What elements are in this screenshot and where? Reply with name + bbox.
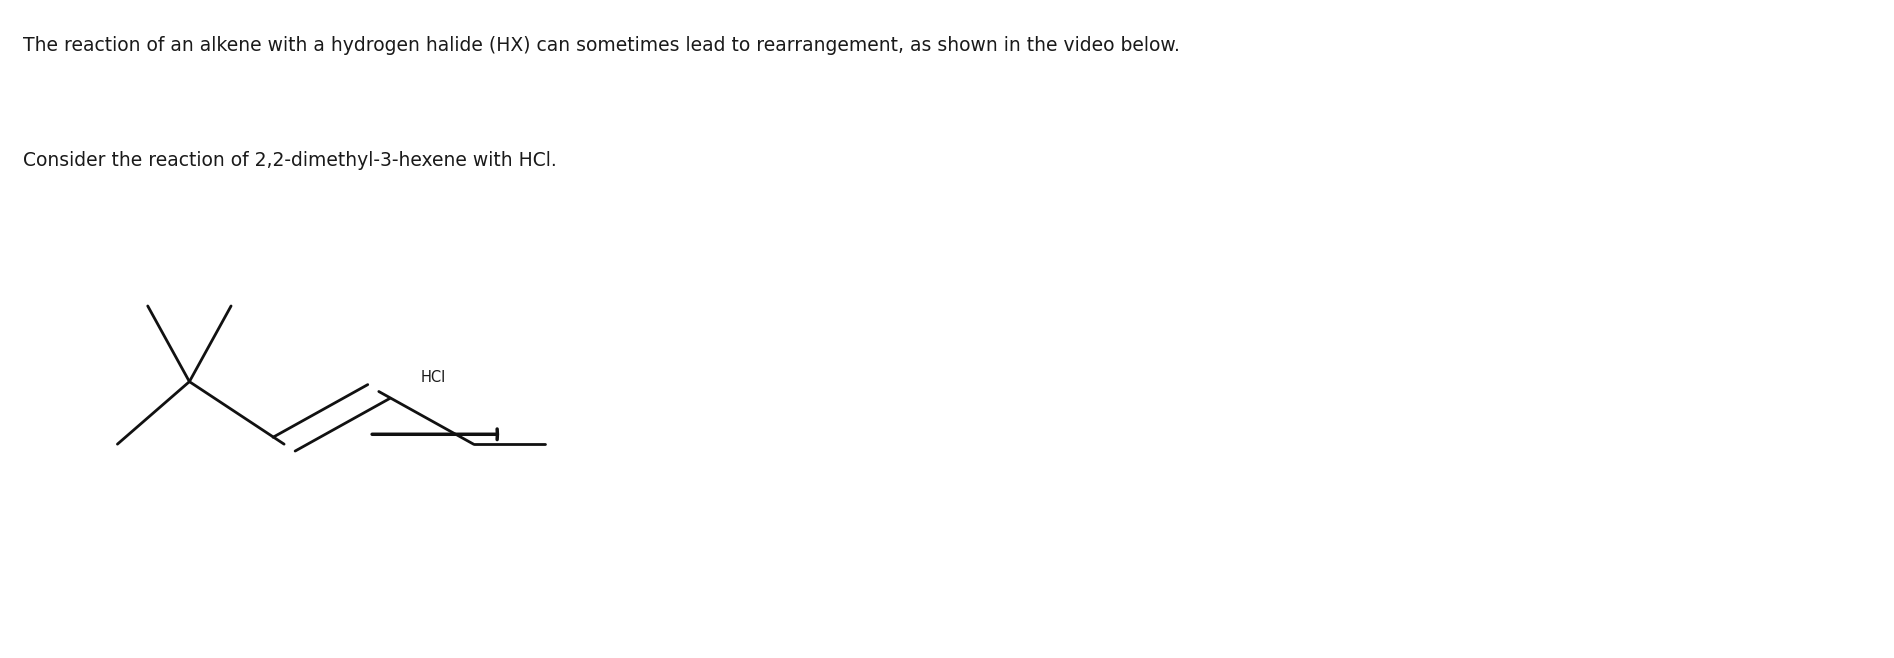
Text: Consider the reaction of 2,2-dimethyl-3-hexene with HCl.: Consider the reaction of 2,2-dimethyl-3-… (23, 151, 557, 170)
Text: HCl: HCl (420, 370, 447, 385)
Text: The reaction of an alkene with a hydrogen halide (HX) can sometimes lead to rear: The reaction of an alkene with a hydroge… (23, 36, 1180, 55)
